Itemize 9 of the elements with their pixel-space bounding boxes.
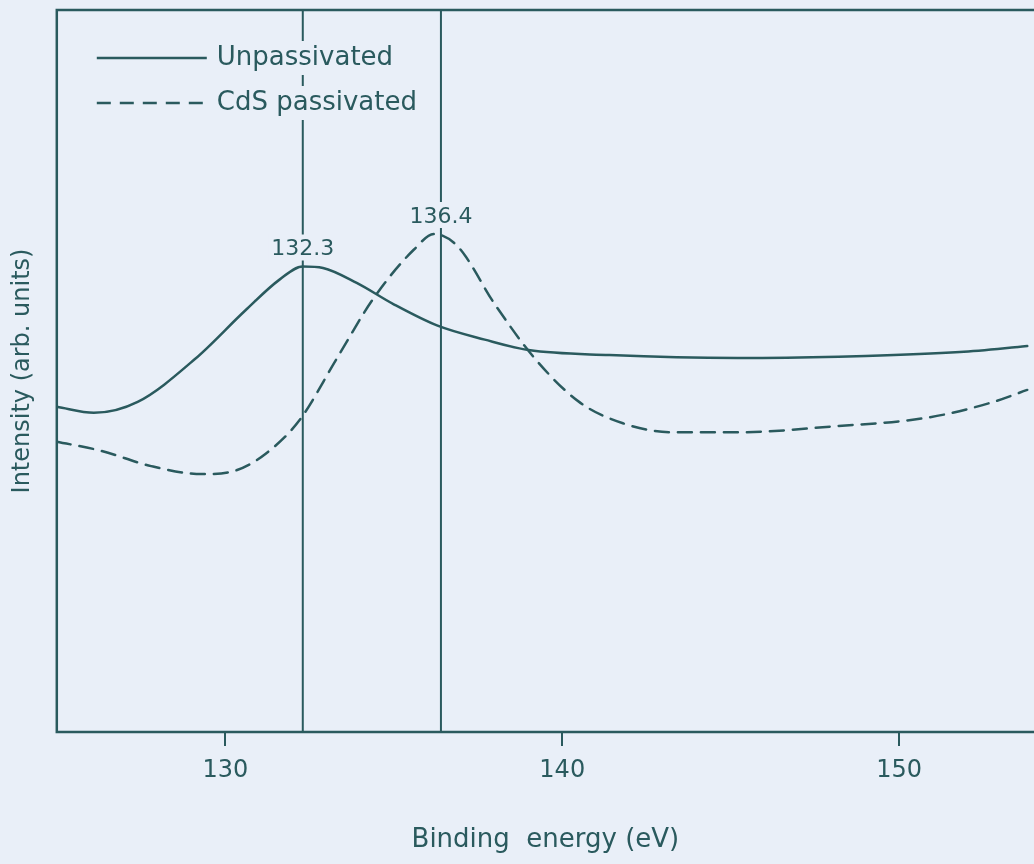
legend-label: Unpassivated — [216, 40, 394, 71]
ref-line-label: 132.3 — [271, 235, 335, 261]
y-axis-title: Intensity (arb. units) — [6, 248, 35, 494]
legend-label: CdS passivated — [216, 85, 417, 116]
x-tick-label: 130 — [202, 754, 249, 783]
ref-line-label: 136.4 — [409, 202, 473, 228]
x-axis-title: Binding energy (eV) — [411, 823, 680, 854]
x-tick-label: 150 — [876, 754, 923, 783]
x-tick-label: 140 — [539, 754, 586, 783]
